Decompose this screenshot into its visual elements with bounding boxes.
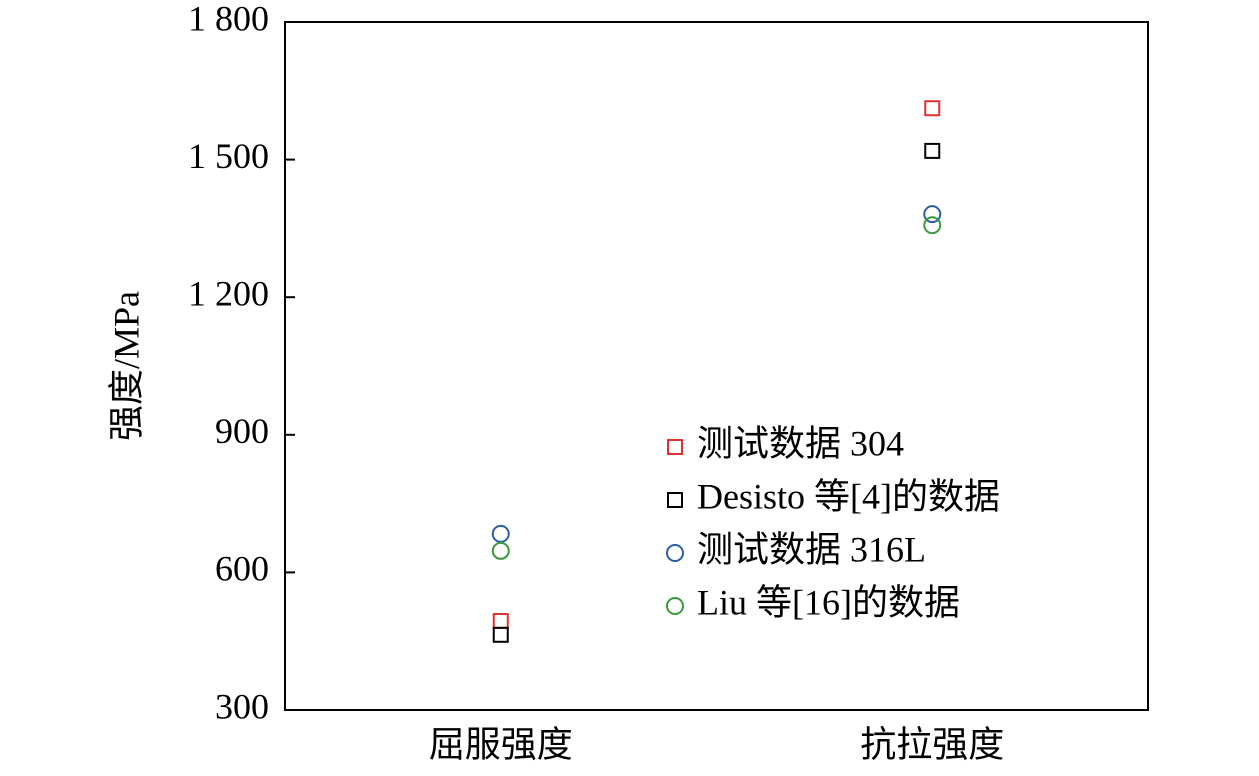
legend-label: 测试数据 304 <box>697 423 904 463</box>
legend-label: Desisto 等[4]的数据 <box>697 476 1000 516</box>
marker <box>923 216 942 235</box>
marker <box>492 613 509 630</box>
marker <box>492 626 509 643</box>
legend-marker <box>667 492 683 508</box>
x-tick-label: 屈服强度 <box>429 724 573 764</box>
plot-frame <box>284 21 1149 711</box>
y-tick-label: 1 500 <box>188 136 269 176</box>
marker <box>924 142 941 159</box>
marker <box>923 205 942 224</box>
y-tick-label: 600 <box>215 549 269 589</box>
marker <box>491 541 510 560</box>
y-axis-title: 强度/MPa <box>106 291 146 441</box>
legend-label: Liu 等[16]的数据 <box>697 582 960 622</box>
y-tick-label: 1 200 <box>188 273 269 313</box>
y-tick-label: 900 <box>215 411 269 451</box>
marker <box>924 100 941 117</box>
legend-marker <box>666 597 684 615</box>
x-tick-label: 抗拉强度 <box>860 724 1004 764</box>
y-tick-label: 300 <box>215 686 269 726</box>
legend-marker <box>667 439 683 455</box>
y-tick-label: 1 800 <box>188 0 269 38</box>
marker <box>491 524 510 543</box>
legend-label: 测试数据 316L <box>697 529 926 569</box>
legend-marker <box>666 544 684 562</box>
